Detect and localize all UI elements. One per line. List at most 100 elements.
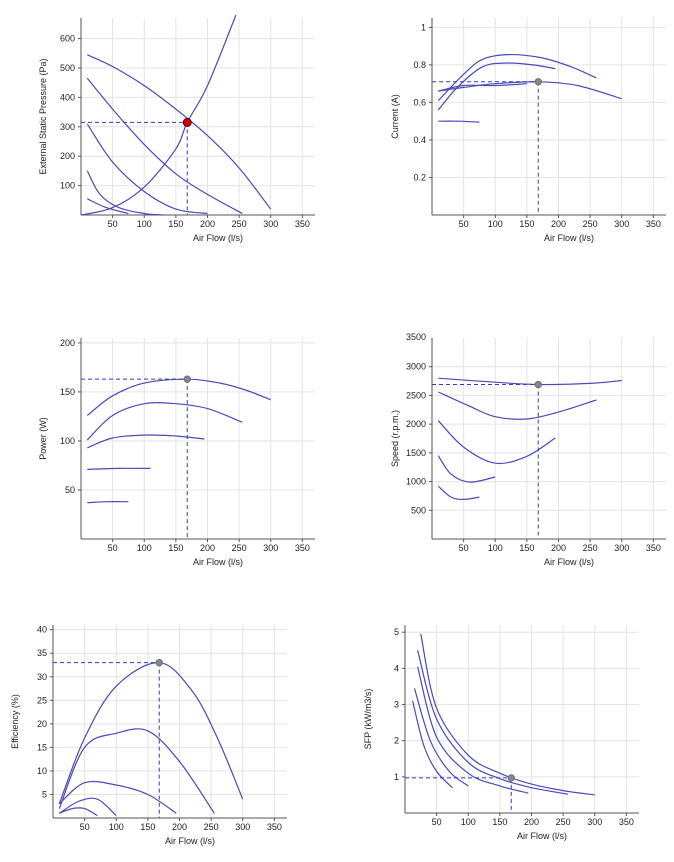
y-axis-title: SFP (kW/m3/s)	[363, 689, 373, 750]
x-tick-label: 100	[137, 219, 152, 229]
x-tick-label: 300	[614, 219, 629, 229]
grid	[432, 18, 666, 215]
series-curve-3	[58, 780, 177, 814]
x-tick-label: 200	[524, 817, 539, 827]
series-curve-1	[86, 378, 271, 416]
y-axis-title: Speed (r.p.m.)	[390, 410, 400, 467]
series-curve-4	[87, 467, 151, 470]
series-curve-2	[58, 728, 215, 814]
x-tick-label: 100	[109, 822, 124, 832]
x-axis-title: Air Flow (l/s)	[193, 557, 243, 567]
x-axis-title: Air Flow (l/s)	[517, 831, 567, 841]
chart-speed: 50 100 150 200 250 300 350 500 1000 1500 2000 2500 3…	[390, 332, 666, 567]
chart-pressure: 50 100 150 200 250 300 350 100 200 300 400 500 600 Ai…	[38, 14, 315, 243]
y-tick-label: 5	[394, 627, 399, 637]
chart-efficiency: 50 100 150 200 250 300 350 5 10 15 20 25 30 35 40 Air F…	[10, 625, 287, 846]
y-tick-label: 500	[411, 505, 426, 515]
y-tick-label: 25	[37, 695, 47, 705]
y-tick-label: 20	[37, 719, 47, 729]
x-tick-label: 300	[235, 822, 250, 832]
series-curve-5	[59, 807, 98, 817]
x-tick-label: 350	[619, 817, 634, 827]
y-tick-label: 2000	[406, 419, 426, 429]
y-tick-label: 2500	[406, 390, 426, 400]
y-tick-label: 3000	[406, 362, 426, 372]
x-tick-label: 350	[295, 543, 310, 553]
y-tick-label: 2	[394, 736, 399, 746]
x-tick-label: 250	[556, 817, 571, 827]
operating-point-marker	[182, 117, 192, 127]
x-tick-label: 50	[80, 822, 90, 832]
series-curve-5	[412, 700, 453, 789]
series-curve-6	[80, 14, 237, 216]
x-tick-label: 200	[200, 219, 215, 229]
x-tick-label: 50	[108, 219, 118, 229]
x-tick-label: 350	[295, 219, 310, 229]
series-group	[412, 633, 595, 796]
y-tick-label: 10	[37, 766, 47, 776]
x-tick-label: 50	[459, 219, 469, 229]
x-tick-label: 200	[200, 543, 215, 553]
series-curve-2	[417, 650, 569, 795]
x-tick-label: 300	[263, 543, 278, 553]
x-tick-label: 150	[168, 543, 183, 553]
series-curve-3	[437, 420, 556, 465]
y-tick-label: 0.8	[413, 60, 426, 70]
x-tick-label: 350	[646, 219, 661, 229]
series-curve-4	[437, 455, 496, 483]
y-tick-label: 100	[60, 181, 75, 191]
operating-point-marker	[155, 658, 163, 667]
x-tick-label: 300	[614, 543, 629, 553]
y-tick-label: 3	[394, 700, 399, 710]
operating-point-marker	[183, 375, 191, 383]
grid	[81, 338, 315, 539]
y-tick-label: 0.4	[413, 135, 426, 145]
series-curve-5	[87, 198, 129, 215]
operating-point-marker	[534, 380, 542, 389]
series-group	[58, 662, 244, 817]
x-tick-label: 250	[232, 543, 247, 553]
series-curve-5	[437, 485, 480, 501]
series-curve-1	[438, 377, 622, 386]
y-tick-label: 40	[37, 625, 47, 635]
chart-power: 50 100 150 200 250 300 350 50 100 150 200 Air Flow …	[38, 338, 315, 567]
y-tick-label: 300	[60, 122, 75, 132]
x-tick-label: 250	[583, 219, 598, 229]
series-curve-1	[437, 53, 597, 102]
series-curve-1	[420, 633, 595, 796]
y-axis-title: Efficiency (%)	[10, 694, 20, 749]
y-tick-label: 35	[37, 648, 47, 658]
y-tick-label-clipped: 3500	[406, 332, 426, 342]
x-tick-label: 200	[172, 822, 187, 832]
operating-point-marker	[534, 78, 542, 86]
chart-current: 50 100 150 200 250 300 350 0.2 0.4 0.6 0.8 1 Air Flo…	[390, 18, 666, 243]
series-curve-5	[438, 120, 480, 123]
y-tick-label: 50	[65, 485, 75, 495]
grid	[405, 625, 639, 813]
x-axis-title: Air Flow (l/s)	[544, 233, 594, 243]
x-tick-label: 100	[137, 543, 152, 553]
x-tick-label: 150	[140, 822, 155, 832]
x-tick-label: 250	[583, 543, 598, 553]
y-tick-label: 600	[60, 34, 75, 44]
series-curve-3	[438, 81, 622, 100]
y-tick-label: 1500	[406, 448, 426, 458]
x-axis-title: Air Flow (l/s)	[193, 233, 243, 243]
x-tick-label: 300	[263, 219, 278, 229]
x-tick-label: 250	[232, 219, 247, 229]
y-tick-label: 5	[42, 789, 47, 799]
y-tick-label: 100	[60, 436, 75, 446]
series-curve-4	[86, 170, 164, 216]
series-curve-2	[437, 62, 556, 111]
x-tick-label: 150	[519, 543, 534, 553]
y-tick-label: 500	[60, 63, 75, 73]
y-tick-label: 1	[394, 772, 399, 782]
y-tick-label: 150	[60, 387, 75, 397]
y-tick-label: 4	[394, 663, 399, 673]
series-curve-5	[87, 501, 129, 504]
series-group	[80, 14, 272, 216]
series-curve-2	[86, 77, 243, 215]
chart-sfp: 50 100 150 200 250 300 350 1 2 3 4 5 Air Flow (l/s) S…	[363, 625, 639, 841]
x-axis-title: Air Flow (l/s)	[165, 836, 215, 846]
y-axis-title: External Static Pressure (Pa)	[38, 58, 48, 174]
